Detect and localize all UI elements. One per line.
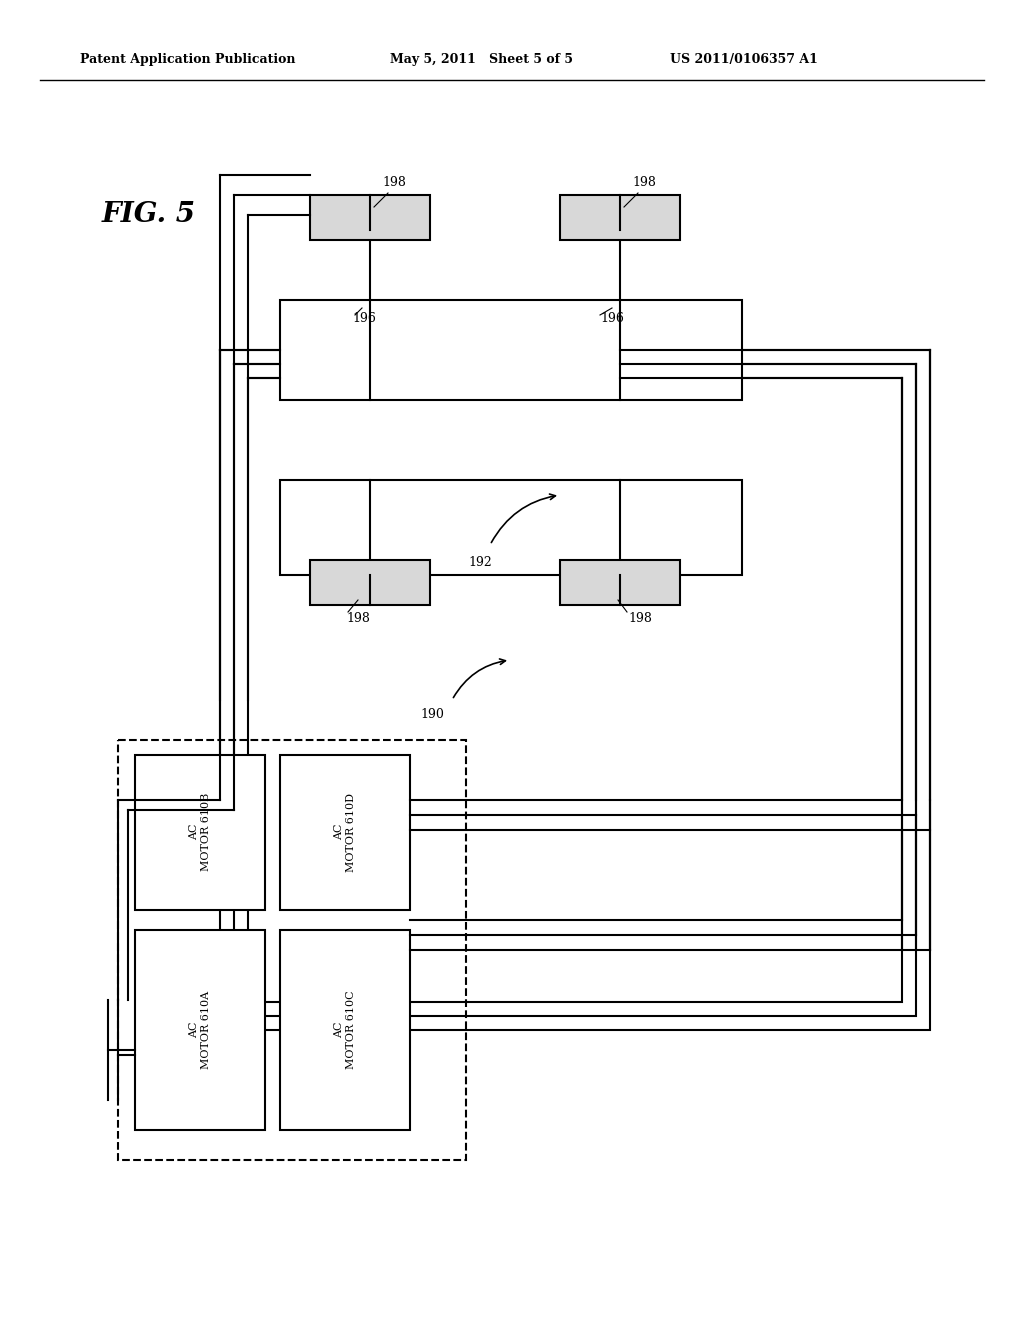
Text: 190: 190	[420, 709, 443, 722]
Text: 198: 198	[346, 611, 370, 624]
Text: AC
MOTOR 610C: AC MOTOR 610C	[334, 991, 355, 1069]
Bar	[135, 755, 265, 909]
Text: AC
MOTOR 610A: AC MOTOR 610A	[189, 991, 211, 1069]
Bar	[280, 300, 742, 400]
Text: 196: 196	[600, 312, 624, 325]
Bar	[560, 560, 680, 605]
Bar	[560, 195, 680, 240]
Text: 198: 198	[382, 177, 406, 190]
Text: Patent Application Publication: Patent Application Publication	[80, 54, 296, 66]
Bar	[135, 931, 265, 1130]
Bar	[310, 195, 430, 240]
Text: 198: 198	[628, 611, 652, 624]
Bar	[280, 480, 742, 576]
Text: US 2011/0106357 A1: US 2011/0106357 A1	[670, 54, 818, 66]
Bar	[280, 931, 410, 1130]
Bar	[118, 741, 466, 1160]
Bar	[280, 755, 410, 909]
Text: AC
MOTOR 610D: AC MOTOR 610D	[334, 792, 355, 871]
Bar	[220, 350, 930, 1030]
Text: 192: 192	[468, 556, 492, 569]
Bar	[248, 378, 902, 1002]
Bar	[234, 364, 916, 1016]
Text: May 5, 2011   Sheet 5 of 5: May 5, 2011 Sheet 5 of 5	[390, 54, 573, 66]
Text: 198: 198	[632, 177, 656, 190]
Text: 196: 196	[352, 312, 376, 325]
Text: FIG. 5: FIG. 5	[102, 202, 196, 228]
Text: AC
MOTOR 610B: AC MOTOR 610B	[189, 793, 211, 871]
Bar	[310, 560, 430, 605]
